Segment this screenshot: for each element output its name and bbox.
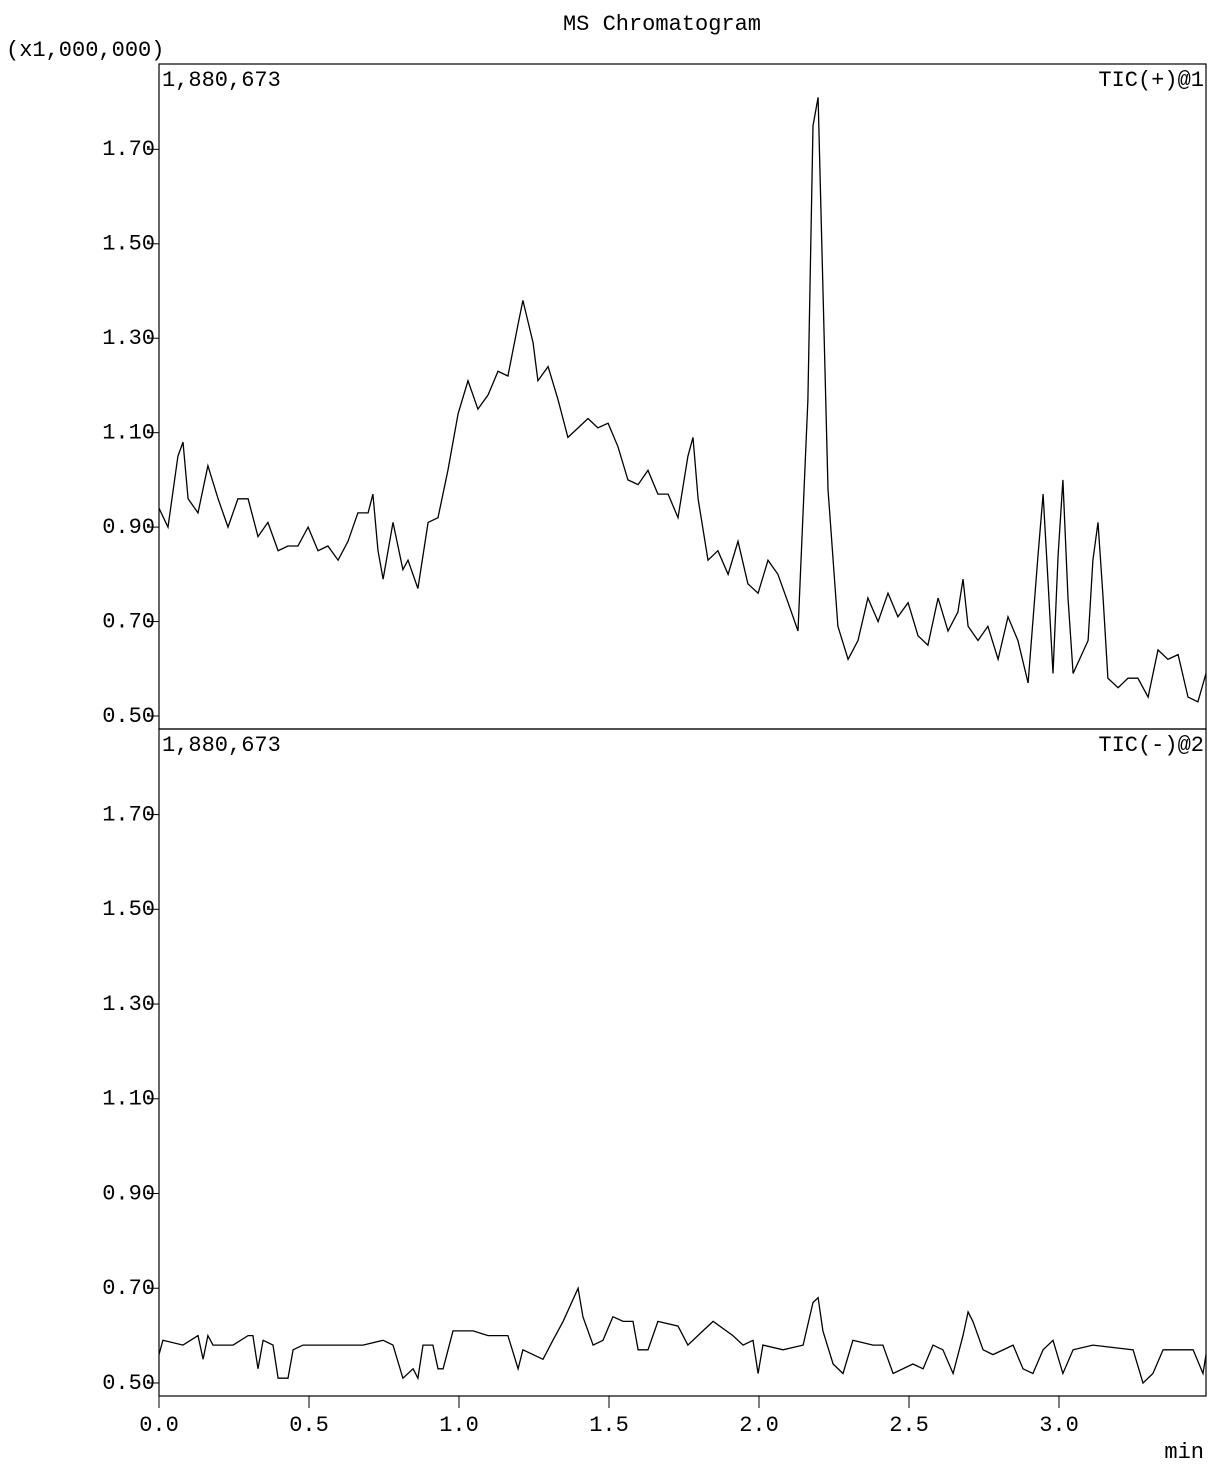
- x-tick-label: 2.0: [739, 1413, 779, 1438]
- y-tick-label: 0.70: [102, 1276, 155, 1301]
- y-tick-label: 0.90: [102, 1181, 155, 1206]
- x-tick-label: 1.0: [439, 1413, 479, 1438]
- x-tick-label: 2.5: [889, 1413, 929, 1438]
- panel-frame: [158, 63, 1207, 730]
- y-tick-label: 1.50: [102, 232, 155, 257]
- y-tick-label: 1.70: [102, 802, 155, 827]
- x-tick-label: 0.0: [139, 1413, 179, 1438]
- y-tick-label: 1.10: [102, 1087, 155, 1112]
- panel-max-label: 1,880,673: [162, 733, 281, 758]
- trace-label: TIC(-)@2: [1098, 733, 1204, 758]
- x-tick-label: 0.5: [289, 1413, 329, 1438]
- y-tick-label: 1.10: [102, 420, 155, 445]
- panel-max-label: 1,880,673: [162, 68, 281, 93]
- x-tick-label: 1.5: [589, 1413, 629, 1438]
- y-tick-label: 0.50: [102, 704, 155, 729]
- y-tick-label: 0.50: [102, 1371, 155, 1396]
- trace-line: [158, 1285, 1207, 1385]
- panel-frame: [158, 728, 1207, 1397]
- y-tick-label: 0.90: [102, 515, 155, 540]
- y-tick-label: 1.50: [102, 897, 155, 922]
- y-tick-label: 0.70: [102, 609, 155, 634]
- y-tick-label: 1.70: [102, 137, 155, 162]
- y-tick-label: 1.30: [102, 326, 155, 351]
- trace-label: TIC(+)@1: [1098, 68, 1204, 93]
- y-unit-label: (x1,000,000): [6, 38, 164, 63]
- x-axis-label: min: [1164, 1440, 1204, 1464]
- chart-title: MS Chromatogram: [563, 12, 761, 37]
- x-tick-label: 3.0: [1039, 1413, 1079, 1438]
- y-tick-label: 1.30: [102, 992, 155, 1017]
- trace-line: [158, 97, 1207, 703]
